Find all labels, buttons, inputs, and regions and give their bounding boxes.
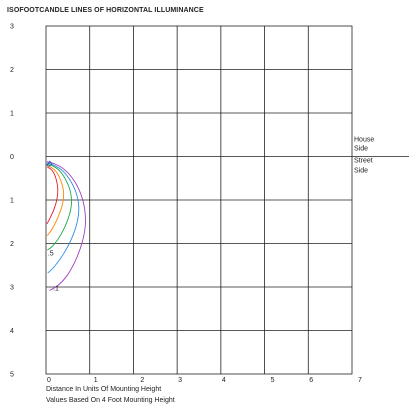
y-tick-label: 4 bbox=[10, 328, 14, 335]
y-tick-label: 2 bbox=[10, 67, 14, 74]
isofootcandle-line bbox=[46, 161, 86, 291]
series-layer bbox=[46, 160, 86, 291]
contour-value-label: .1 bbox=[53, 285, 59, 292]
x-tick-label: 0 bbox=[47, 377, 51, 384]
y-tick-label: 2 bbox=[10, 241, 14, 248]
isofootcandle-line bbox=[46, 162, 80, 274]
x-tick-label: 4 bbox=[222, 377, 226, 384]
isofootcandle-line bbox=[46, 165, 65, 236]
y-tick-label: 3 bbox=[10, 285, 14, 292]
x-tick-label: 7 bbox=[358, 377, 362, 384]
house-side-label: House bbox=[354, 137, 374, 144]
contour-value-label: .5 bbox=[48, 251, 54, 258]
luminaire-marker bbox=[46, 160, 53, 167]
house-side-label: Side bbox=[354, 146, 368, 153]
y-tick-label: 5 bbox=[10, 372, 14, 379]
x-tick-label: 3 bbox=[178, 377, 182, 384]
chart-title: ISOFOOTCANDLE LINES OF HORIZONTAL ILLUMI… bbox=[7, 7, 204, 14]
isofootcandle-line bbox=[46, 166, 59, 225]
y-tick-label: 1 bbox=[10, 198, 14, 205]
grid bbox=[46, 26, 409, 374]
x-tick-label: 6 bbox=[309, 377, 313, 384]
mounting-height-note: Values Based On 4 Foot Mounting Height bbox=[46, 397, 175, 404]
y-tick-label: 3 bbox=[10, 24, 14, 31]
y-tick-label: 0 bbox=[10, 154, 14, 161]
isofootcandle-line bbox=[46, 163, 72, 251]
x-tick-label: 2 bbox=[140, 377, 144, 384]
street-side-label: Street bbox=[354, 158, 373, 165]
y-tick-label: 1 bbox=[10, 111, 14, 118]
street-side-label: Side bbox=[354, 168, 368, 175]
x-axis-label: Distance In Units Of Mounting Height bbox=[46, 386, 162, 393]
labels-layer: 3 2 1 0 1 2 3 4 5 0 1 2 3 4 5 6 7 House Side Street Side .5 .1 bbox=[10, 24, 374, 385]
x-tick-label: 1 bbox=[94, 377, 98, 384]
x-tick-label: 5 bbox=[271, 377, 275, 384]
